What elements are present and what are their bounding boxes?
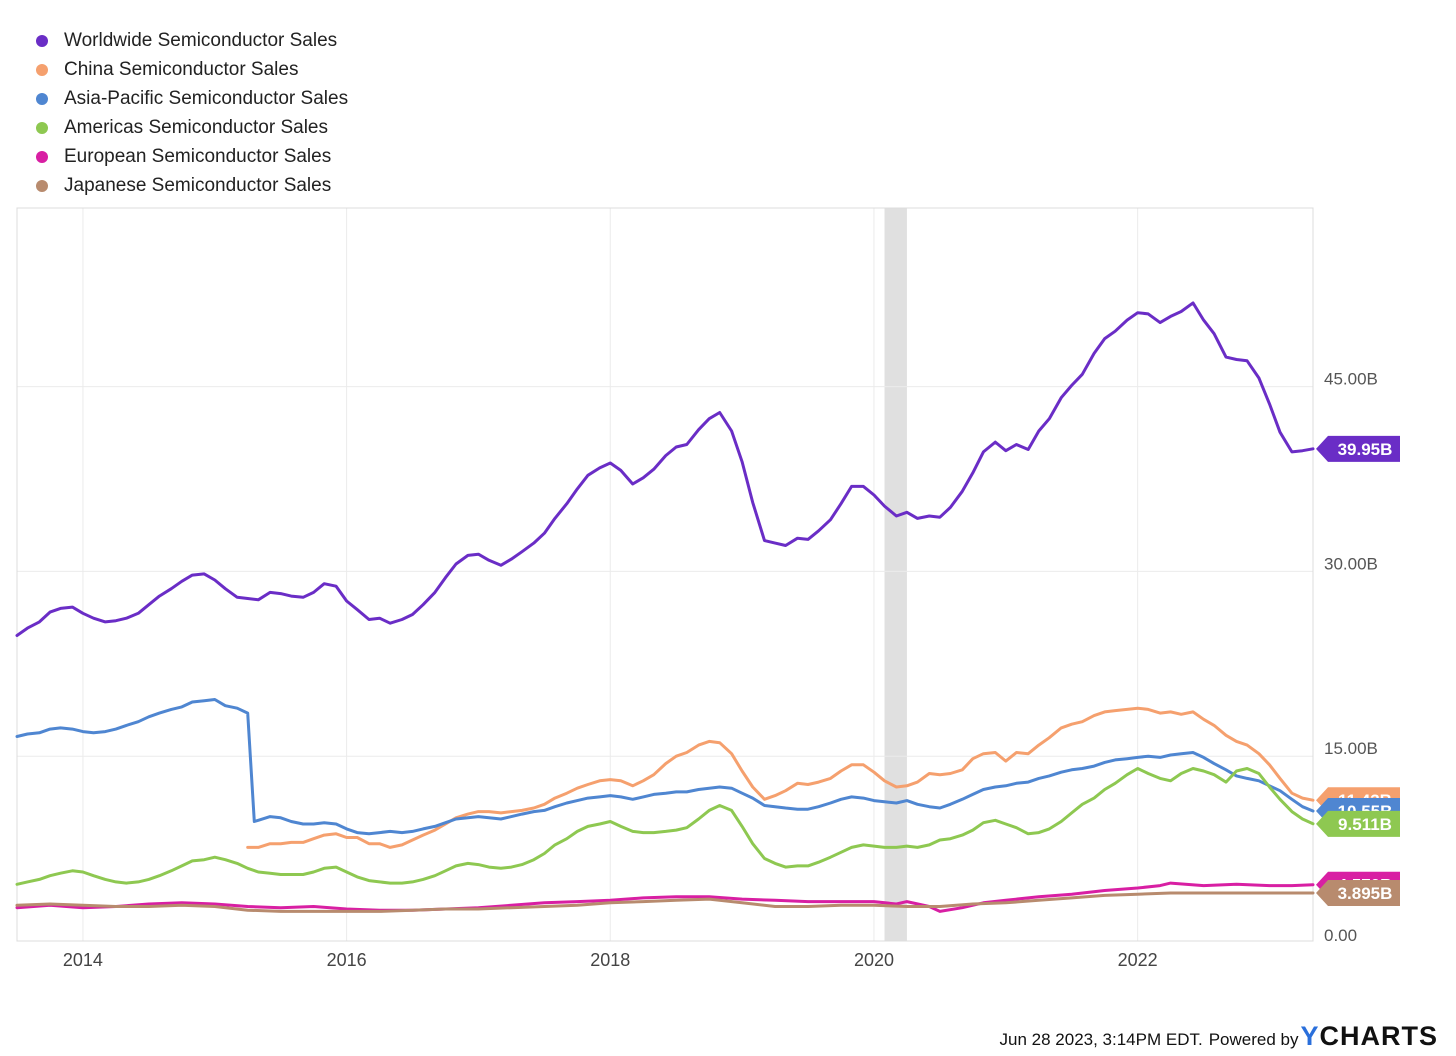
legend-item-european[interactable]: European Semiconductor Sales — [36, 142, 348, 171]
legend-label: Worldwide Semiconductor Sales — [64, 29, 338, 51]
value-badge — [1316, 810, 1400, 837]
plot-frame — [16, 207, 1314, 942]
legend-item-worldwide[interactable]: Worldwide Semiconductor Sales — [36, 26, 348, 55]
value-badge-label: 9.511B — [1338, 815, 1392, 834]
grid-layer — [17, 208, 1313, 941]
footer-timestamp: Jun 28 2023, 3:14PM EDT. — [999, 1030, 1203, 1049]
value-badge-label: 39.95B — [1338, 440, 1393, 459]
ycharts-logo[interactable]: YCHARTS — [1300, 1021, 1438, 1052]
legend-label: European Semiconductor Sales — [64, 145, 332, 167]
legend-item-americas[interactable]: Americas Semiconductor Sales — [36, 113, 348, 142]
value-badge — [1316, 435, 1400, 462]
legend-dot-icon — [36, 150, 48, 163]
series-line — [15, 301, 1315, 637]
legend-dot-icon — [36, 121, 48, 134]
shade-layer — [884, 208, 907, 941]
legend-label: China Semiconductor Sales — [64, 58, 299, 80]
legend-item-japanese[interactable]: Japanese Semiconductor Sales — [36, 171, 348, 200]
legend-item-asia-pacific[interactable]: Asia-Pacific Semiconductor Sales — [36, 84, 348, 113]
legend-dot-icon — [36, 92, 48, 105]
value-badge — [1316, 880, 1400, 907]
x-tick-label: 2016 — [327, 950, 367, 970]
tick-layer: 2014 2016 2018 2020 2022 0.00 15.00B 30.00B 45.0… — [63, 370, 1378, 970]
y-tick-label: 30.00B — [1324, 554, 1378, 573]
legend-dot-icon — [36, 179, 48, 192]
legend-label: Asia-Pacific Semiconductor Sales — [64, 87, 349, 109]
series-line — [15, 767, 1315, 886]
series-line — [246, 706, 1315, 849]
footer: Jun 28 2023, 3:14PM EDT. Powered by YCHA… — [1000, 1021, 1438, 1052]
value-badge-label: 3.895B — [1338, 884, 1393, 903]
legend-label: Americas Semiconductor Sales — [64, 116, 328, 138]
x-tick-label: 2022 — [1118, 950, 1158, 970]
x-tick-label: 2020 — [854, 950, 894, 970]
series-line — [15, 891, 1315, 913]
legend-item-china[interactable]: China Semiconductor Sales — [36, 55, 348, 84]
shaded-band — [884, 208, 907, 941]
x-tick-label: 2018 — [590, 950, 630, 970]
y-tick-label: 0.00 — [1324, 926, 1357, 945]
ycharts-logo-y: Y — [1300, 1021, 1320, 1051]
series-layer — [15, 301, 1315, 913]
ycharts-logo-text: CHARTS — [1319, 1021, 1438, 1051]
footer-powered-by: Powered by — [1208, 1030, 1299, 1049]
x-tick-label: 2014 — [63, 950, 103, 970]
legend-dot-icon — [36, 34, 48, 47]
legend: Worldwide Semiconductor Sales China Semi… — [36, 26, 348, 200]
y-tick-label: 45.00B — [1324, 370, 1378, 389]
series-line — [15, 698, 1315, 836]
badge-layer: 39.95B11.43B10.55B9.511B4.570B3.895B — [1316, 435, 1400, 907]
legend-label: Japanese Semiconductor Sales — [64, 174, 332, 196]
series-line — [15, 881, 1315, 913]
legend-dot-icon — [36, 63, 48, 76]
y-tick-label: 15.00B — [1324, 739, 1378, 758]
